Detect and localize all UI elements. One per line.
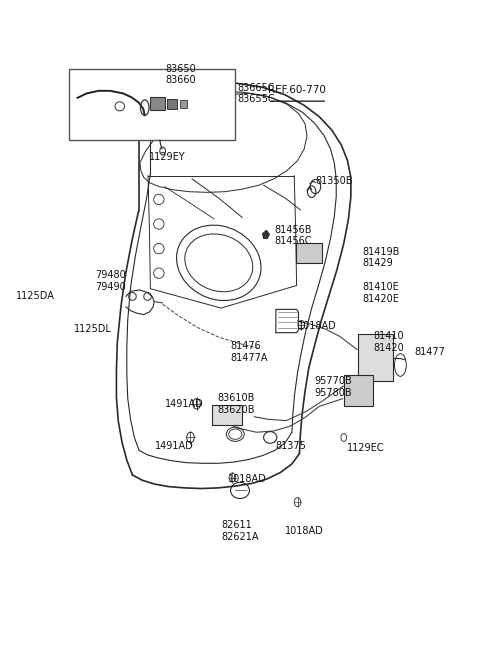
Text: 83665C
83655C: 83665C 83655C: [238, 83, 275, 104]
Text: 1491AD: 1491AD: [165, 399, 204, 409]
Text: 95770B
95780B: 95770B 95780B: [314, 376, 352, 398]
Text: 81375: 81375: [276, 441, 306, 451]
Text: 1125DL: 1125DL: [74, 324, 112, 335]
Text: 81477: 81477: [415, 347, 445, 357]
Bar: [358, 334, 393, 381]
Text: 81350B: 81350B: [315, 176, 353, 187]
Bar: [344, 375, 373, 406]
Text: 81419B
81429: 81419B 81429: [362, 247, 400, 269]
Text: 1129EC: 1129EC: [347, 443, 384, 453]
Bar: [296, 244, 322, 263]
Text: 81456B
81456C: 81456B 81456C: [274, 225, 312, 246]
Bar: [167, 99, 177, 109]
Text: 81410E
81420E: 81410E 81420E: [362, 282, 399, 304]
Bar: [180, 100, 187, 107]
Bar: [150, 98, 165, 110]
Text: 83650
83660: 83650 83660: [166, 64, 196, 85]
Text: 81410
81420: 81410 81420: [373, 331, 404, 352]
Text: 1125DA: 1125DA: [16, 291, 55, 301]
Bar: [212, 405, 242, 424]
Text: 1018AD: 1018AD: [285, 526, 324, 536]
Text: 1491AD: 1491AD: [155, 441, 194, 451]
Text: REF.60-770: REF.60-770: [268, 84, 326, 94]
Text: 1018AD: 1018AD: [228, 474, 267, 485]
Text: 1129EY: 1129EY: [149, 151, 185, 162]
Text: 81476
81477A: 81476 81477A: [230, 341, 268, 363]
Text: 82611
82621A: 82611 82621A: [221, 521, 259, 542]
Text: 83610B
83620B: 83610B 83620B: [217, 393, 255, 415]
Bar: [69, 69, 235, 140]
Text: 1018AD: 1018AD: [298, 320, 336, 331]
Text: 79480
79490: 79480 79490: [95, 270, 125, 291]
Polygon shape: [263, 231, 269, 238]
